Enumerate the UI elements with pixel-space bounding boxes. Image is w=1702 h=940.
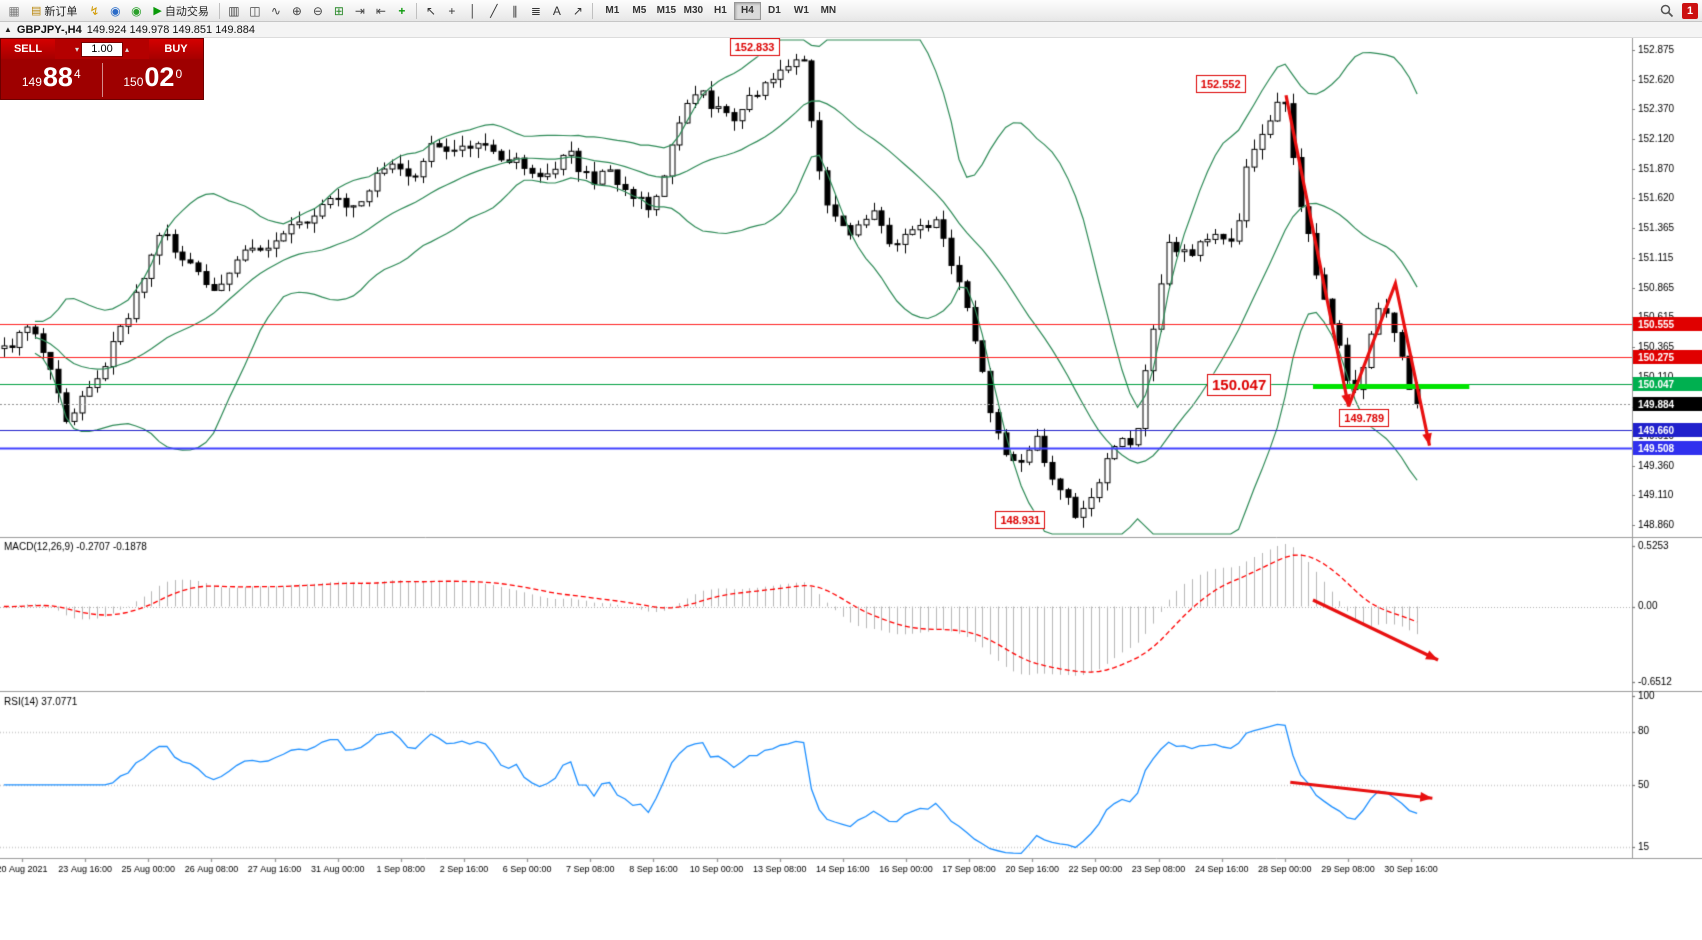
trendline-tool-icon[interactable]: ╱ [490,3,498,18]
sell-button[interactable]: SELL [1,39,55,59]
buy-price-small: 150 [123,74,144,89]
buy-price-big: 02 [144,61,175,92]
crosshair-icon[interactable]: + [448,3,456,18]
chart-canvas[interactable] [0,38,1702,940]
sell-price-big: 88 [42,61,73,92]
volume-decrease-button[interactable]: ▾ [74,44,79,54]
timeframe-d1[interactable]: D1 [767,5,781,16]
tile-windows-icon[interactable]: ⊞ [333,3,344,18]
expert-advisors-icon[interactable]: ↯ [89,3,100,18]
chart-ohlc-values: 149.924 149.978 149.851 149.884 [86,23,255,36]
volume-input[interactable]: 1.00 [81,41,123,57]
zoom-out-icon[interactable]: ⊖ [312,3,323,18]
volume-control: ▾ 1.00 ▴ [55,41,149,57]
main-toolbar: ▦ ▤ 新订单 ↯ ◉ ◉ ▶ 自动交易 ▥ ◫ ∿ ⊕ ⊖ ⊞ ⇥ ⇤ + ↖ + │ ╱ ∥ ≣ A ↗ M1 M5 M15 M30… [0,0,1702,22]
chart-title-bar: ▲ GBPJPY-,H4 149.924 149.978 149.851 149… [0,22,1702,38]
timeframe-m30[interactable]: M30 [683,5,704,16]
volume-increase-button[interactable]: ▴ [125,44,130,54]
toolbar-separator [591,2,593,19]
auto-trading-button[interactable]: ▶ 自动交易 [147,2,214,20]
community-icon[interactable]: ◉ [110,3,121,18]
market-icon[interactable]: ◉ [131,3,142,18]
zoom-in-icon[interactable]: ⊕ [291,3,302,18]
sell-price-small: 149 [21,74,42,89]
symbol-marker-icon: ▲ [4,25,12,34]
sell-price[interactable]: 149 88 4 [1,61,102,96]
toolbar-separator [415,2,417,19]
sell-price-sup: 4 [73,66,81,81]
bar-chart-icon[interactable]: ▥ [228,3,240,18]
new-chart-icon[interactable]: ▦ [8,3,20,18]
indicators-icon[interactable]: + [398,3,406,18]
one-click-trading-panel: SELL ▾ 1.00 ▴ BUY 149 88 4 150 02 0 [0,38,204,100]
new-order-button-label: 新订单 [44,5,78,18]
timeframe-h4[interactable]: H4 [733,1,761,20]
chart-shift-icon[interactable]: ⇤ [375,3,386,18]
play-icon: ▶ [153,5,162,17]
search-icon[interactable] [1657,2,1677,20]
cursor-icon[interactable]: ↖ [425,3,436,18]
toolbar-separator [218,2,220,19]
timeframe-h1[interactable]: H1 [713,5,727,16]
auto-trading-button-label: 自动交易 [164,5,209,18]
timeframe-group: M1 M5 M15 M30 H1 H4 D1 W1 MN [599,1,842,20]
vertical-line-tool-icon[interactable]: │ [469,3,477,18]
price-divider [101,63,103,97]
arrows-tool-icon[interactable]: ↗ [572,3,583,18]
line-chart-icon[interactable]: ∿ [270,3,281,18]
new-order-icon: ▤ [31,5,42,17]
notification-badge[interactable]: 1 [1682,2,1698,19]
timeframe-mn[interactable]: MN [820,5,837,16]
buy-price[interactable]: 150 02 0 [103,61,204,96]
chart-symbol-period: GBPJPY-,H4 [16,23,82,36]
text-tool-icon[interactable]: A [552,3,561,18]
buy-price-sup: 0 [175,66,183,81]
timeframe-m1[interactable]: M1 [605,5,620,16]
buy-button[interactable]: BUY [149,39,203,59]
timeframe-m15[interactable]: M15 [656,5,677,16]
auto-scroll-icon[interactable]: ⇥ [354,3,365,18]
fibonacci-tool-icon[interactable]: ≣ [530,3,541,18]
new-order-button[interactable]: ▤ 新订单 [25,2,83,20]
channel-tool-icon[interactable]: ∥ [511,3,518,18]
timeframe-m5[interactable]: M5 [632,5,647,16]
timeframe-w1[interactable]: W1 [793,5,809,16]
candlestick-chart-icon[interactable]: ◫ [249,3,261,18]
